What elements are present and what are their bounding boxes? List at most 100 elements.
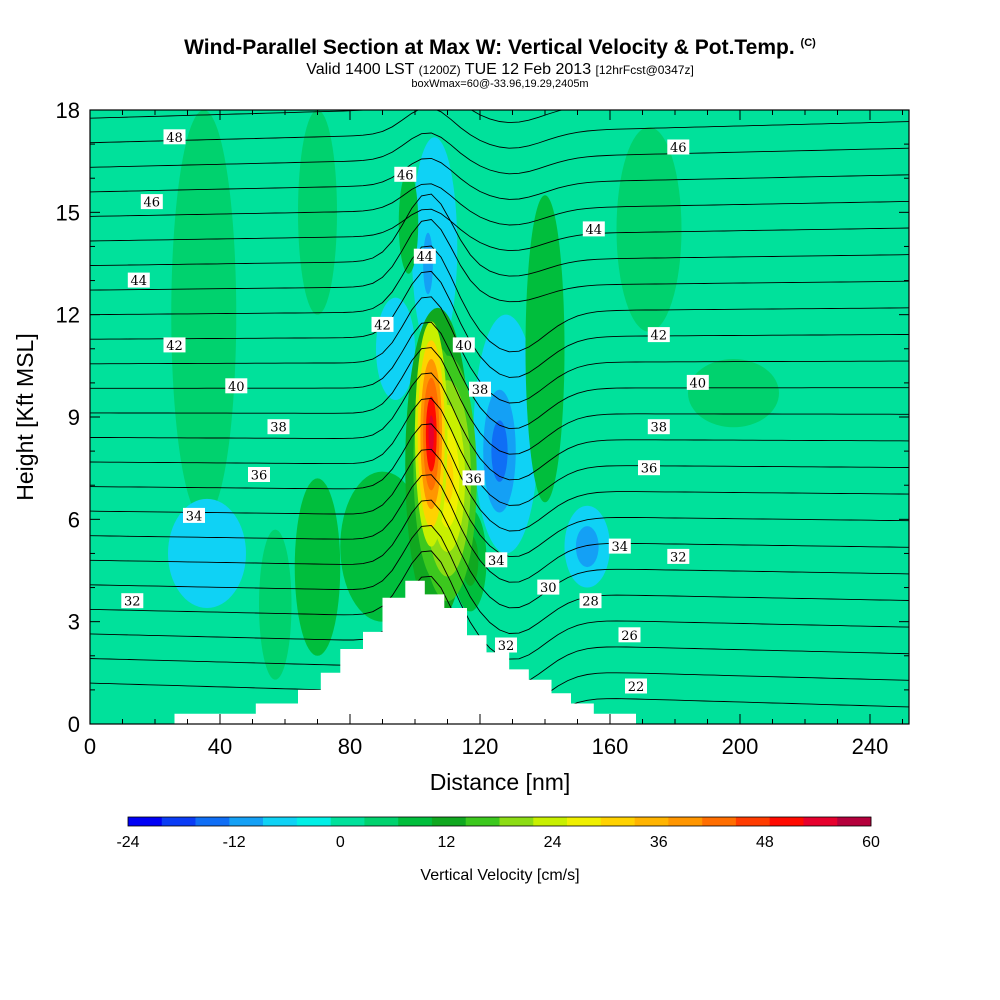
contour-label-text: 36 <box>641 462 658 477</box>
colorbar-swatch <box>600 817 635 826</box>
contour-label-box <box>121 593 144 609</box>
contour-label-text: 38 <box>270 421 287 436</box>
isentrope-line <box>90 110 564 124</box>
contour-label-text: 38 <box>651 421 668 436</box>
contour-label: 34 <box>183 507 205 524</box>
y-tick-label: 3 <box>68 610 80 635</box>
colorbar-swatch <box>499 817 534 826</box>
y-tick-label: 18 <box>56 98 80 123</box>
contour-label-text: 38 <box>472 383 489 398</box>
colorbar-swatch <box>702 817 737 826</box>
contour-label-box <box>618 627 641 643</box>
colorbar-swatch <box>431 817 467 826</box>
contour-label-box <box>140 194 163 210</box>
isentrope-line <box>90 183 909 226</box>
isentrope-line <box>90 525 909 634</box>
velocity-cell <box>575 526 599 568</box>
x-tick-label: 160 <box>592 734 629 759</box>
contour-label-text: 36 <box>465 472 482 487</box>
terrain <box>90 580 909 724</box>
isentrope-line <box>509 96 519 97</box>
colorbar-swatch <box>465 817 500 826</box>
contour-label: 38 <box>647 419 670 436</box>
colorbar-swatch <box>567 817 602 826</box>
contour-label: 44 <box>127 272 150 289</box>
colorbar-swatch <box>195 817 230 826</box>
velocity-cell <box>428 415 434 453</box>
velocity-cell <box>525 195 565 503</box>
contour-label-box <box>267 419 290 435</box>
colorbar-swatch <box>533 817 568 826</box>
velocity-cell <box>616 127 682 332</box>
y-tick-label: 9 <box>68 405 80 430</box>
y-tick-label: 12 <box>56 303 80 328</box>
chart-subtitle-2: boxWmax=60@-33.96,19.29,2405m <box>411 78 589 90</box>
contour-label-box <box>462 470 485 486</box>
contour-label: 48 <box>163 129 186 146</box>
velocity-cell <box>688 359 779 428</box>
contour-label: 40 <box>686 374 709 391</box>
velocity-cell <box>294 478 341 656</box>
colorbar-tick-label: -12 <box>223 834 246 851</box>
contour-label-text: 32 <box>670 550 687 565</box>
contour-label-box <box>127 272 150 288</box>
contour-label: 28 <box>579 593 602 610</box>
velocity-cell <box>340 471 425 622</box>
contour-label-box <box>371 316 394 332</box>
contour-label-box <box>485 552 508 568</box>
contour-label-text: 42 <box>651 329 668 344</box>
contour-label-text: 44 <box>131 274 148 289</box>
contour-label-box <box>686 374 709 390</box>
contour-label-text: 40 <box>690 376 707 391</box>
colorbar: -24 -12 0 12 24 36 48 60 <box>116 816 880 851</box>
x-tick-label: 0 <box>84 734 96 759</box>
contour-label-text: 28 <box>582 595 599 610</box>
contour-label: 36 <box>248 467 270 484</box>
contour-label: 44 <box>413 248 436 265</box>
contour-label-text: 46 <box>144 196 161 211</box>
y-axis-label: Height [Kft MSL] <box>12 333 38 500</box>
colorbar-swatch <box>837 817 872 826</box>
velocity-cell <box>168 498 246 609</box>
contour-label-box <box>248 467 270 482</box>
colorbar-frame <box>127 816 872 827</box>
x-axis-label: Distance [nm] <box>430 769 571 795</box>
colorbar-tick-label: 24 <box>544 834 562 851</box>
velocity-cell <box>171 110 237 520</box>
velocity-cell <box>376 297 415 400</box>
colorbar-tick-label: -24 <box>116 834 139 851</box>
isentrope-line <box>90 372 909 481</box>
isentrope-line <box>90 499 909 609</box>
contour-label-box <box>452 337 475 353</box>
isentrope-line <box>90 110 909 149</box>
colorbar-swatch <box>330 817 365 826</box>
x-axis-ticks: 0 40 80 120 160 200 240 <box>84 110 903 759</box>
colorbar-swatch <box>769 817 804 826</box>
contour-label-text: 34 <box>488 554 505 569</box>
colorbar-swatch <box>263 817 298 826</box>
contour-label: 30 <box>537 579 560 596</box>
contour-label: 40 <box>225 378 248 395</box>
contour-label-text: 44 <box>586 223 603 238</box>
contour-label-box <box>667 139 690 155</box>
contour-label-text: 44 <box>417 250 434 265</box>
contour-label: 22 <box>625 678 647 695</box>
contour-label-text: 34 <box>186 509 203 524</box>
colorbar-swatch <box>398 817 433 826</box>
contour-label-box <box>608 538 631 554</box>
contour-label-text: 34 <box>612 540 629 555</box>
colorbar-label: Vertical Velocity [cm/s] <box>420 867 579 884</box>
x-tick-label: 40 <box>208 734 232 759</box>
chart-subtitle: Valid 1400 LST (1200Z) TUE 12 Feb 2013 [… <box>306 61 694 78</box>
contour-label-text: 30 <box>540 581 557 596</box>
isentrope-line <box>90 474 909 583</box>
colorbar-swatch <box>803 817 838 826</box>
contour-label: 42 <box>371 316 394 333</box>
contour-label: 26 <box>618 627 641 644</box>
isentrope-line <box>90 423 909 532</box>
contour-label-box <box>394 166 417 182</box>
contour-label-box <box>638 460 660 476</box>
isentrope-line <box>90 270 909 378</box>
contour-label-box <box>582 221 605 237</box>
